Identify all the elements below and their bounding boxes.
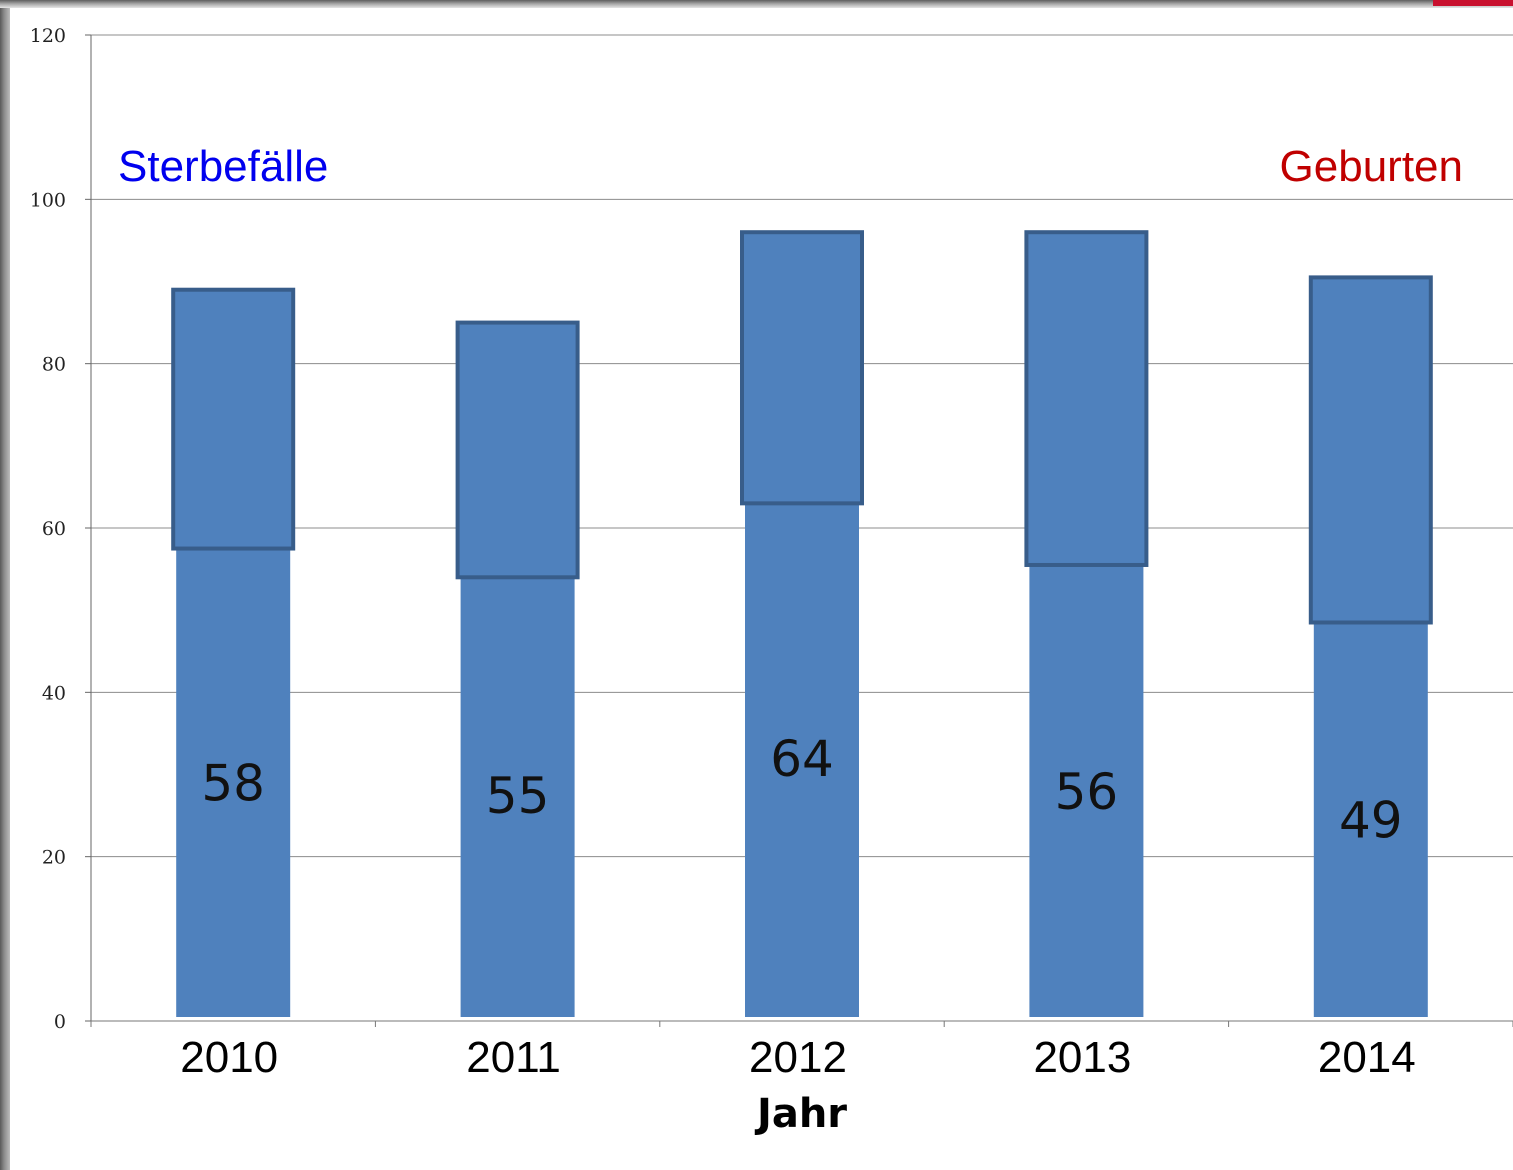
x-axis-title: Jahr: [754, 1091, 847, 1137]
y-tick-label: 40: [42, 682, 66, 704]
y-tick-label: 20: [42, 847, 66, 869]
value-label-2014: 49: [1339, 792, 1403, 850]
value-label-2010: 58: [201, 755, 265, 813]
x-tick-label-2012: 2012: [749, 1033, 847, 1082]
y-tick-label: 80: [42, 354, 66, 376]
box-geburten-2012: [740, 230, 864, 506]
bar-sterbefaelle-2010: [176, 544, 291, 1017]
x-tick-label-2014: 2014: [1318, 1033, 1416, 1082]
value-label-2012: 64: [770, 730, 834, 788]
box-geburten-2010: [171, 287, 296, 551]
legend-geburten: Geburten: [1280, 142, 1463, 191]
bar-sterbefaelle-2014: [1313, 618, 1428, 1017]
y-axis: 0 20 40 60 80 100 120: [30, 25, 92, 1033]
corner-accent: [1433, 0, 1513, 6]
bar-sterbefaelle-2013: [1029, 560, 1144, 1017]
value-labels: 58 55 64 56 49: [201, 730, 1402, 850]
legend-sterbefaelle: Sterbefälle: [118, 142, 328, 191]
bars: [171, 230, 1433, 1018]
window-top-edge: [0, 0, 1513, 8]
x-axis: 2010 2011 2012 2013 2014: [90, 1020, 1513, 1082]
box-geburten-2011: [455, 320, 580, 580]
box-geburten-2014: [1308, 275, 1433, 625]
x-tick-label-2011: 2011: [466, 1033, 561, 1082]
x-tick-label-2013: 2013: [1033, 1033, 1131, 1082]
bar-sterbefaelle-2011: [460, 569, 575, 1017]
y-tick-label: 60: [42, 518, 66, 540]
x-tick-label-2010: 2010: [180, 1033, 278, 1082]
window-left-edge: [0, 0, 10, 1170]
box-geburten-2013: [1024, 230, 1149, 567]
y-tick-label: 120: [30, 25, 66, 47]
y-tick-label: 100: [30, 189, 66, 211]
y-tick-label: 0: [54, 1011, 66, 1033]
value-label-2013: 56: [1055, 763, 1119, 821]
bar-sterbefaelle-2012: [745, 495, 859, 1018]
value-label-2011: 55: [486, 767, 550, 825]
